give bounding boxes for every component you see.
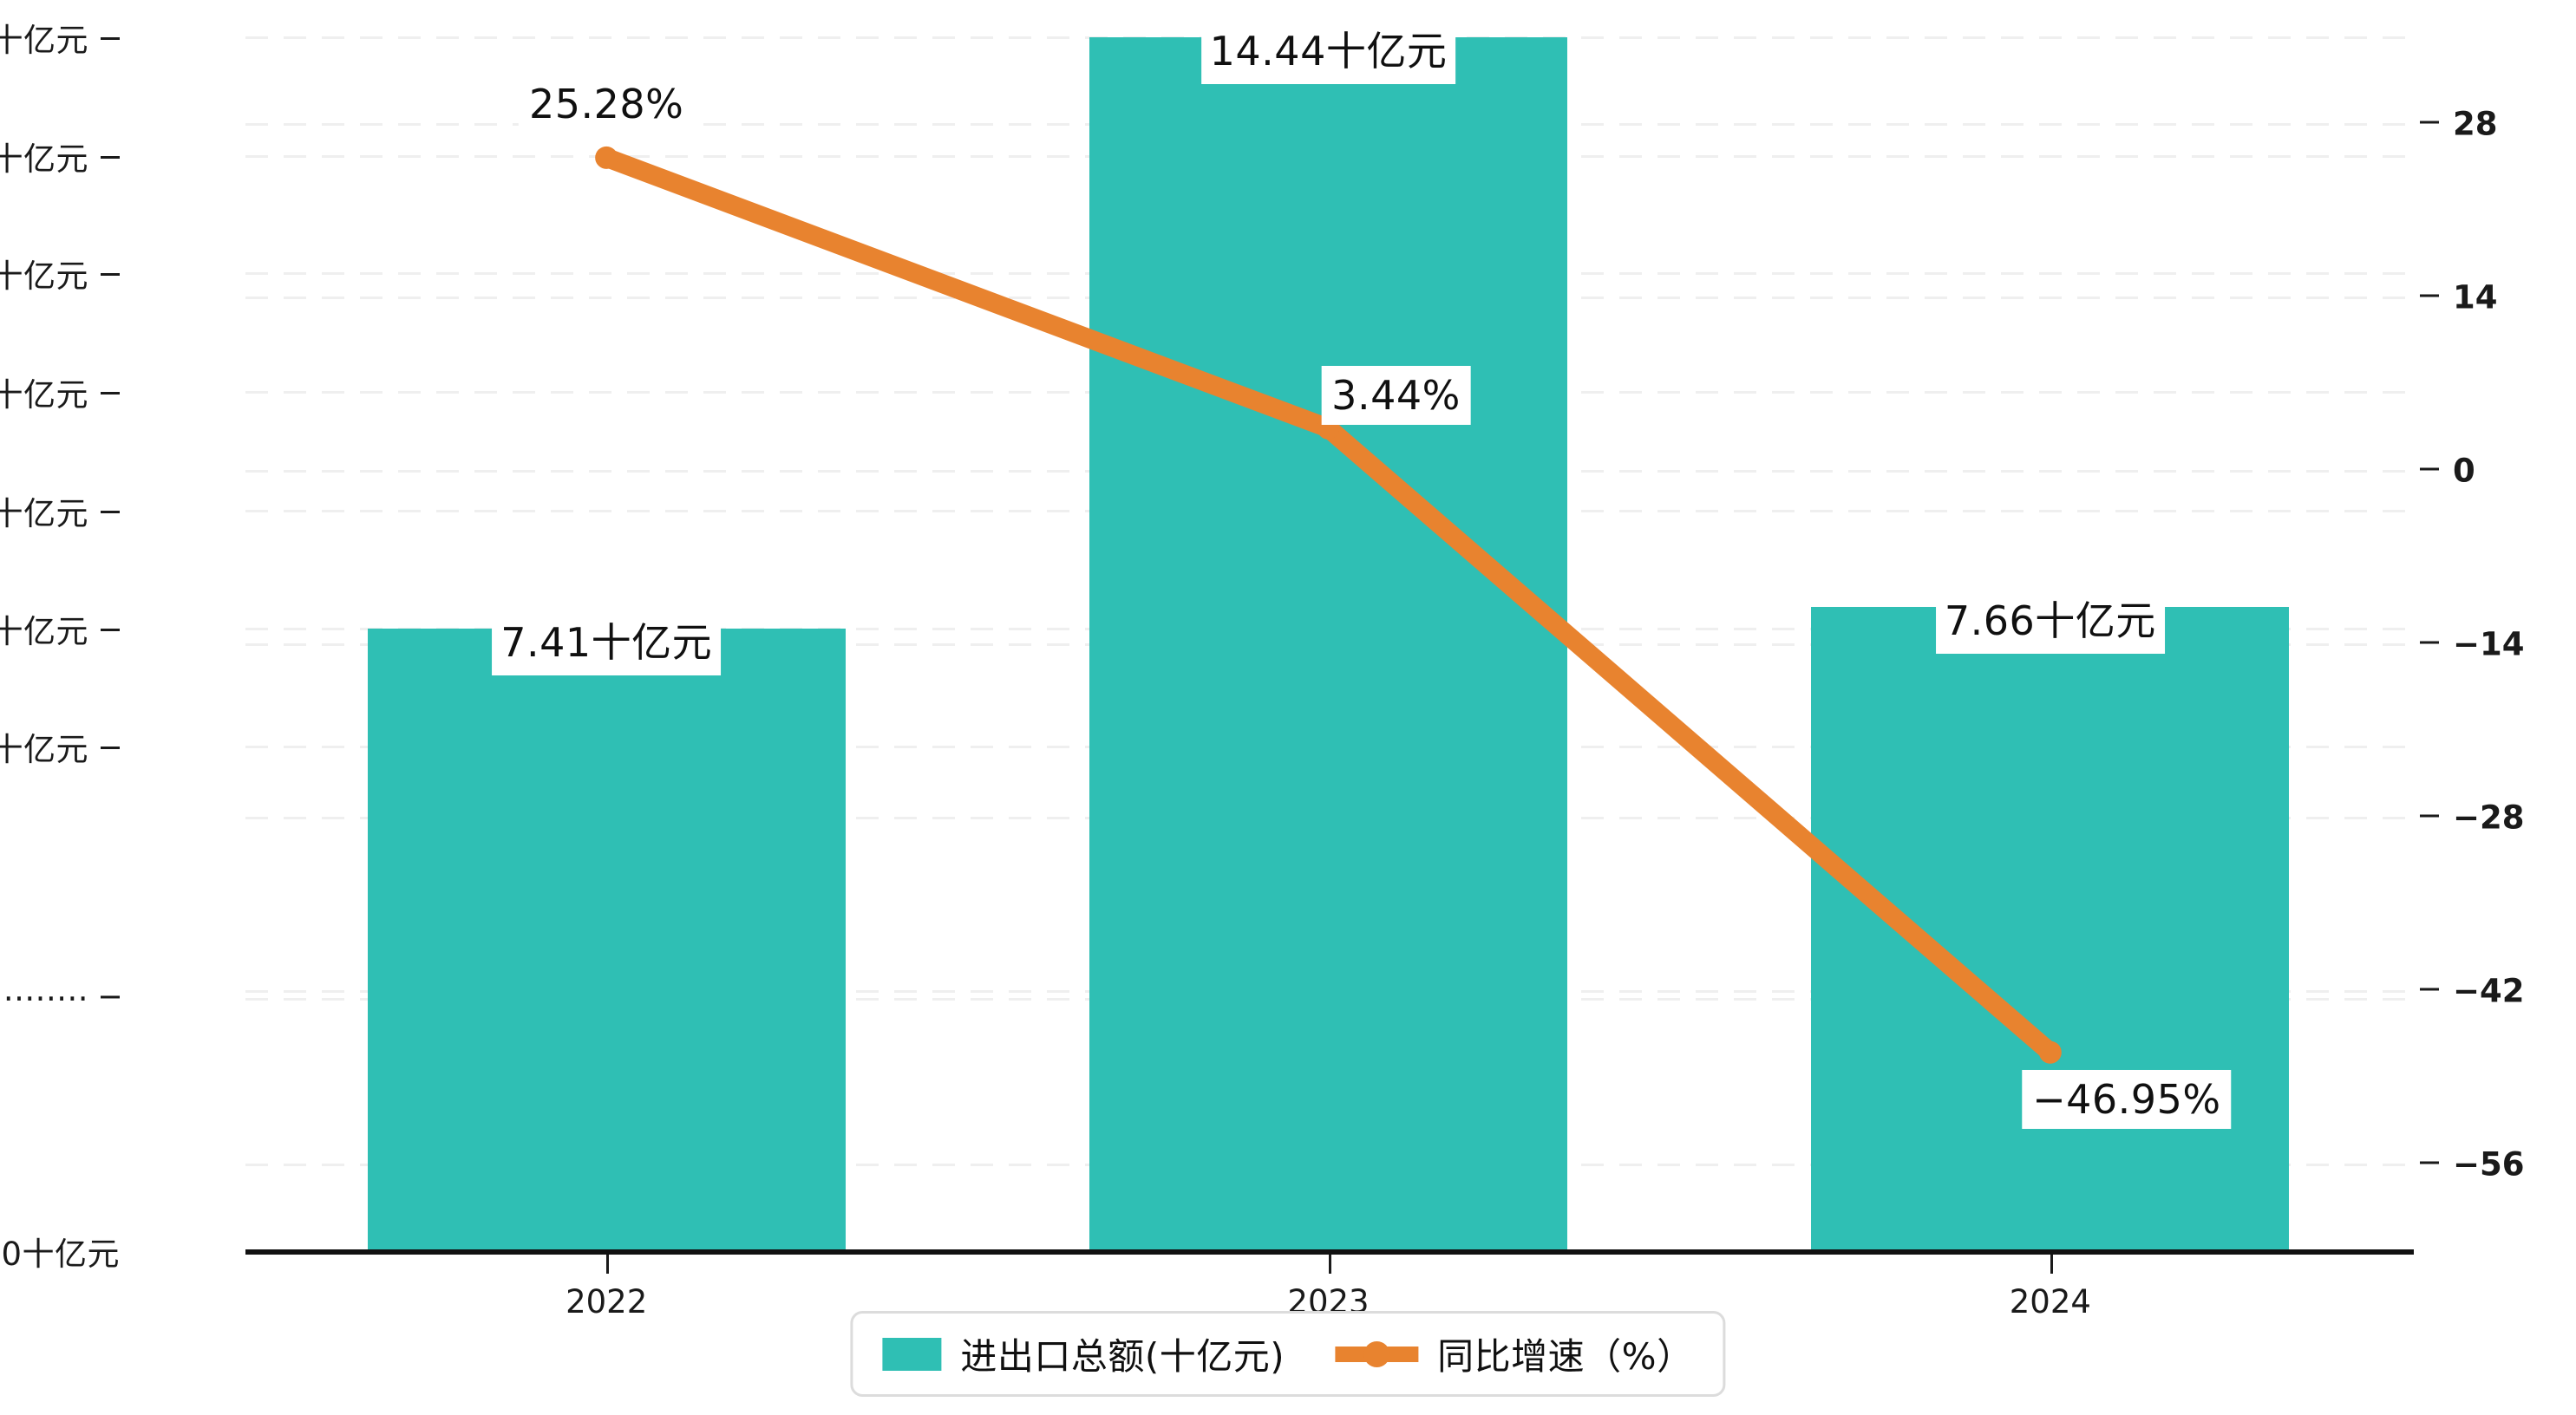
left-axis-tick: 11.63十亿元 — [0, 250, 120, 297]
tick-dash-icon — [101, 392, 120, 395]
right-axis-tick: 0 — [2420, 453, 2475, 490]
tick-dash-icon — [2420, 814, 2439, 818]
tick-dash-icon — [2420, 467, 2439, 471]
left-axis-tick: 8.81十亿元 — [0, 487, 120, 534]
right-axis-tick: 28 — [2420, 106, 2498, 143]
tick-dash-icon — [101, 155, 120, 159]
tick-dash-icon — [101, 510, 120, 513]
bar-value-label: 14.44十亿元 — [1200, 16, 1456, 84]
left-tick-label-text: 11.63十亿元 — [0, 258, 88, 296]
bar-value-label: 7.41十亿元 — [492, 607, 722, 675]
left-tick-label-text: ········· — [0, 980, 88, 1018]
legend-item-label: 进出口总额(十亿元) — [960, 1335, 1285, 1378]
bar-2023[interactable] — [1089, 37, 1567, 1251]
legend-line-swatch-icon — [1335, 1338, 1419, 1371]
line-value-label: 25.28% — [518, 74, 695, 134]
right-tick-label-text: −14 — [2453, 625, 2525, 663]
right-axis-tick: −14 — [2420, 626, 2525, 663]
chart-legend: 进出口总额(十亿元) 同比增速（%） — [850, 1311, 1726, 1397]
right-tick-label-text: −42 — [2453, 972, 2525, 1010]
left-axis-tick: 13.03十亿元 — [0, 133, 120, 179]
right-tick-label-text: 0 — [2453, 452, 2475, 490]
left-tick-label-text: 13.03十亿元 — [0, 140, 88, 178]
left-axis-tick: 10.22十亿元 — [0, 368, 120, 415]
tick-dash-icon — [2420, 1161, 2439, 1164]
x-axis-label-2024: 2024 — [2009, 1283, 2091, 1320]
left-tick-label-text: 10.22十亿元 — [0, 376, 88, 414]
right-axis-tick: 14 — [2420, 279, 2498, 316]
left-tick-label-text: 14.44十亿元 — [0, 22, 88, 59]
left-axis-tick: ········· — [0, 981, 120, 1018]
legend-item-bar[interactable]: 进出口总额(十亿元) — [882, 1327, 1285, 1380]
right-tick-label-text: −56 — [2453, 1145, 2525, 1184]
x-axis-tick — [606, 1255, 610, 1274]
left-tick-label-text: 0十亿元 — [1, 1236, 120, 1273]
tick-dash-icon — [2420, 988, 2439, 991]
tick-dash-icon — [2420, 294, 2439, 297]
left-axis-tick: 7.41十亿元 — [0, 605, 120, 652]
tick-dash-icon — [101, 37, 120, 40]
tick-dash-icon — [101, 747, 120, 750]
x-axis-line — [245, 1249, 2414, 1255]
right-tick-label-text: 14 — [2453, 278, 2498, 316]
right-axis-tick: −56 — [2420, 1146, 2525, 1184]
left-axis-tick: 14.44十亿元 — [0, 14, 120, 61]
plot-area: 7.41十亿元 14.44十亿元 7.66十亿元 25.28% 3.44% −46.95… — [245, 16, 2411, 1253]
legend-bar-swatch-icon — [882, 1337, 942, 1371]
right-axis-tick: −42 — [2420, 973, 2525, 1010]
legend-item-line[interactable]: 同比增速（%） — [1335, 1327, 1693, 1380]
right-tick-label-text: 28 — [2453, 105, 2498, 143]
right-tick-label-text: −28 — [2453, 799, 2525, 837]
left-tick-label-text: 7.41十亿元 — [0, 612, 88, 650]
tick-dash-icon — [101, 273, 120, 277]
tick-dash-icon — [101, 995, 120, 999]
right-axis-tick: −28 — [2420, 799, 2525, 837]
bar-2022[interactable] — [367, 628, 846, 1251]
bar-value-label: 7.66十亿元 — [1935, 586, 2165, 655]
tick-dash-icon — [2420, 641, 2439, 644]
line-value-label: −46.95% — [2022, 1069, 2232, 1129]
line-value-label: 3.44% — [1321, 365, 1471, 425]
tick-dash-icon — [2420, 121, 2439, 124]
left-axis-tick: 0十亿元 — [1, 1228, 120, 1275]
left-axis-tick: 6.0十亿元 — [0, 723, 120, 770]
tick-dash-icon — [101, 628, 120, 631]
x-axis-label-2022: 2022 — [566, 1283, 648, 1320]
legend-item-label: 同比增速（%） — [1437, 1335, 1694, 1378]
x-axis-tick — [2050, 1255, 2053, 1274]
x-axis-tick — [1328, 1255, 1331, 1274]
left-tick-label-text: 6.0十亿元 — [0, 731, 88, 769]
bar-2024[interactable] — [1811, 607, 2290, 1251]
left-tick-label-text: 8.81十亿元 — [0, 494, 88, 532]
